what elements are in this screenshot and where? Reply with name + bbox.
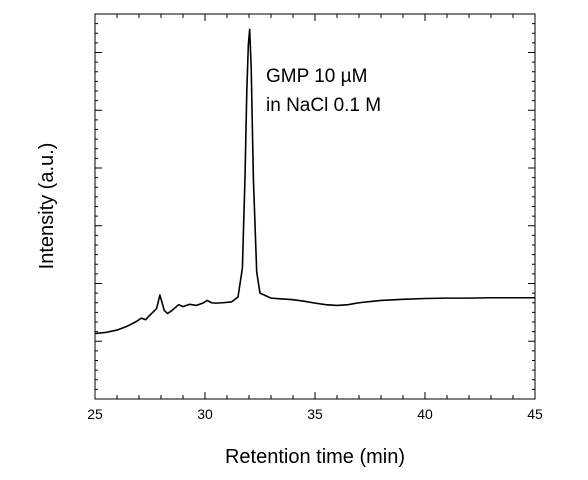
chromatogram-line — [94, 28, 535, 335]
x-axis-ticks: 25 30 35 40 45 — [87, 14, 543, 422]
annotation-line-2: in NaCl 0.1 M — [266, 95, 381, 116]
y-axis-ticks — [95, 13, 535, 400]
series-group — [94, 28, 535, 335]
x-tick-label: 45 — [527, 406, 543, 422]
x-tick-label: 30 — [197, 406, 213, 422]
annotation-line-1: GMP 10 µM — [266, 66, 367, 87]
x-axis-title: Retention time (min) — [225, 446, 405, 468]
x-tick-label: 40 — [417, 406, 433, 422]
x-tick-label: 25 — [87, 406, 103, 422]
y-axis-title: Intensity (a.u.) — [36, 143, 58, 270]
x-tick-label: 35 — [307, 406, 323, 422]
